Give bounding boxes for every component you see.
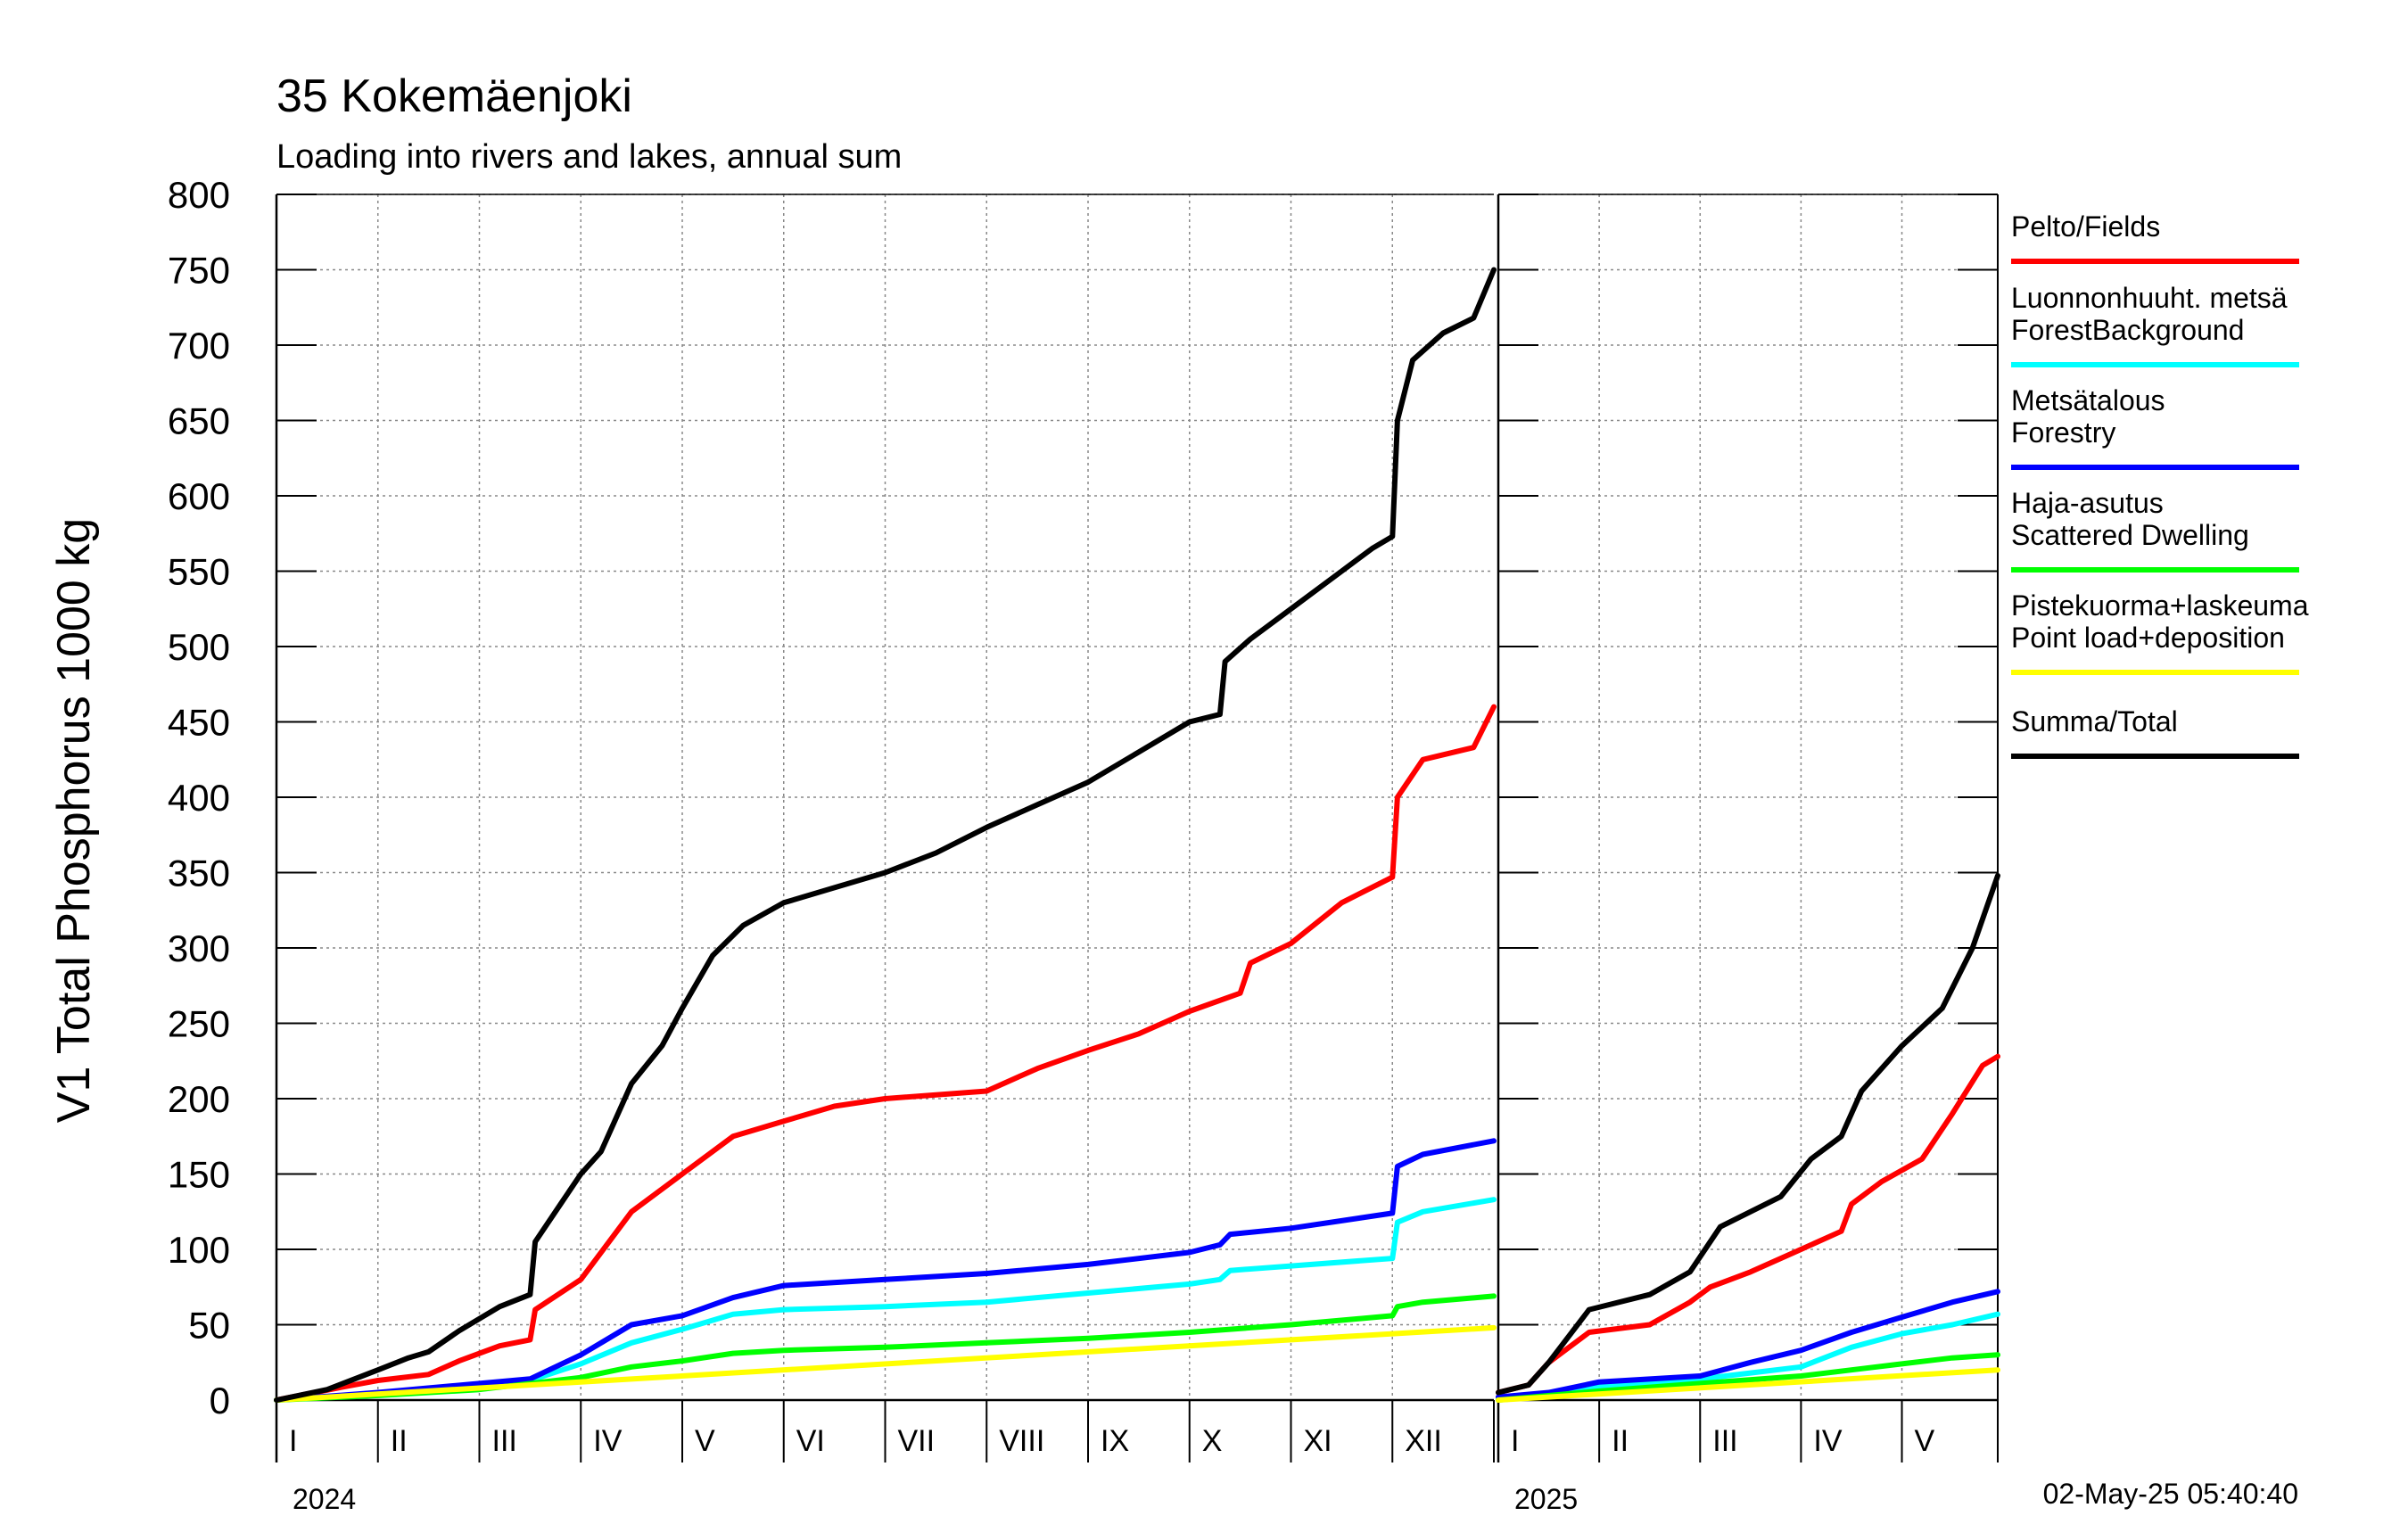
y-tick-label: 750	[168, 250, 230, 292]
y-tick-label: 550	[168, 551, 230, 593]
month-label: I	[289, 1424, 297, 1458]
y-tick-label: 0	[210, 1380, 230, 1421]
series-line-scattered-2025	[1496, 1352, 2000, 1403]
month-label: IV	[593, 1424, 622, 1458]
chart-title: 35 Kokemäenjoki	[276, 70, 632, 122]
legend-label: ForestBackground	[2011, 314, 2244, 346]
y-tick-label: 650	[168, 400, 230, 442]
month-label: I	[1511, 1424, 1519, 1458]
y-tick-label: 500	[168, 626, 230, 668]
legend-label: Forestry	[2011, 416, 2115, 449]
series-line-point-2025	[1496, 1367, 2000, 1403]
y-tick-label: 600	[168, 475, 230, 517]
legend-label: Pistekuorma+laskeuma	[2011, 589, 2309, 622]
month-label: IX	[1101, 1424, 1129, 1458]
legend-label: Pelto/Fields	[2011, 210, 2160, 243]
month-label: VIII	[999, 1424, 1044, 1458]
y-tick-label: 800	[168, 174, 230, 216]
y-tick-label: 100	[168, 1229, 230, 1271]
y-tick-label: 150	[168, 1154, 230, 1196]
y-tick-label: 300	[168, 927, 230, 969]
legend-label: Metsätalous	[2011, 384, 2165, 416]
month-label: VII	[898, 1424, 936, 1458]
month-label: XI	[1304, 1424, 1332, 1458]
y-tick-label: 350	[168, 853, 230, 894]
month-label: V	[695, 1424, 715, 1458]
month-label: VI	[796, 1424, 825, 1458]
y-axis-label: V1 Total Phosphorus 1000 kg	[48, 518, 100, 1123]
axes: 0 50 100 150 200 250 300 350 400 450 500 550 600 650 7…	[168, 174, 1999, 1515]
series-line-total-2024	[274, 267, 1497, 1403]
y-tick-label: 700	[168, 325, 230, 367]
series-line-forestry-2025	[1496, 1289, 2000, 1400]
month-label: XII	[1405, 1424, 1442, 1458]
series-line-pelto-2024	[274, 704, 1497, 1403]
legend-label: Haja-asutus	[2011, 487, 2164, 519]
month-label: II	[391, 1424, 408, 1458]
series-line-pelto-2025	[1496, 1053, 2000, 1396]
year-label: 2025	[1514, 1483, 1578, 1515]
series-line-forestry-2024	[274, 1138, 1497, 1403]
chart-subtitle: Loading into rivers and lakes, annual su…	[276, 138, 902, 176]
month-label: II	[1612, 1424, 1629, 1458]
timestamp: 02-May-25 05:40:40	[2043, 1478, 2298, 1510]
series-line-point-2024	[274, 1324, 1497, 1403]
y-tick-label: 250	[168, 1003, 230, 1045]
y-tick-label: 50	[188, 1305, 230, 1347]
grid	[276, 194, 1998, 1401]
legend-label: Luonnonhuuht. metsä	[2011, 282, 2288, 314]
month-label: III	[1712, 1424, 1737, 1458]
y-tick-label: 450	[168, 702, 230, 744]
series-line-total-2025	[1496, 872, 2000, 1396]
month-label: V	[1915, 1424, 1935, 1458]
legend: Pelto/Fields Luonnonhuuht. metsäForestBac…	[2011, 210, 2309, 759]
legend-label: Point load+deposition	[2011, 622, 2285, 654]
y-tick-label: 200	[168, 1078, 230, 1120]
year-label: 2024	[293, 1483, 356, 1515]
month-label: IV	[1813, 1424, 1842, 1458]
month-label: III	[492, 1424, 517, 1458]
month-label: X	[1202, 1424, 1223, 1458]
series-lines	[274, 267, 2000, 1403]
legend-label: Summa/Total	[2011, 705, 2178, 737]
legend-label: Scattered Dwelling	[2011, 519, 2249, 551]
y-tick-label: 400	[168, 777, 230, 819]
